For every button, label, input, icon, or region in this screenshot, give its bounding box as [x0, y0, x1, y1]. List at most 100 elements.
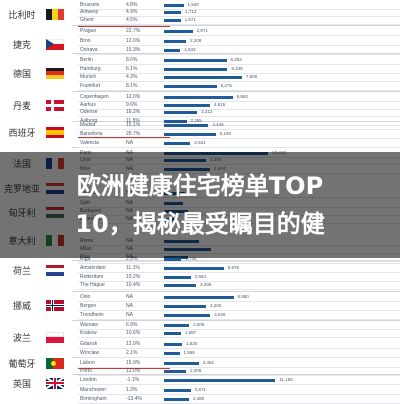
- price-change: 6.9%: [126, 322, 138, 328]
- row-divider: [78, 116, 400, 117]
- city-name: Wroclaw: [80, 350, 100, 356]
- price-value: 11,150: [279, 376, 293, 382]
- price-change: 4.8%: [126, 2, 138, 8]
- row-divider: [78, 54, 400, 55]
- city-name: Berlin: [80, 57, 93, 63]
- price-change: 10.4%: [126, 282, 141, 288]
- city-name: Barcelona: [80, 131, 103, 137]
- price-bar: [164, 304, 207, 308]
- row-divider: [78, 16, 400, 17]
- flag-band: [46, 268, 64, 273]
- row-divider: [78, 129, 400, 130]
- price-bar: [164, 29, 193, 33]
- flag-cross: [51, 99, 54, 111]
- city-name: Trondheim: [80, 312, 104, 318]
- row-divider: [78, 263, 400, 264]
- price-bar: [164, 132, 216, 136]
- price-change: NA: [126, 294, 133, 300]
- city-name: Munich: [80, 74, 97, 80]
- price-change: 1.3%: [126, 387, 138, 393]
- row-divider: [78, 348, 400, 349]
- price-bar: [164, 397, 189, 401]
- price-bar: [164, 295, 234, 299]
- price-value: 2,621: [194, 139, 206, 145]
- price-change: 11.1%: [126, 265, 140, 271]
- group-divider: [72, 320, 400, 321]
- row-divider: [78, 73, 400, 74]
- price-change: -1.1%: [126, 377, 140, 383]
- flag-cross-inner: [46, 304, 64, 306]
- price-value: 2,671: [194, 386, 207, 392]
- city-name: London: [80, 377, 97, 383]
- group-divider: [72, 291, 400, 292]
- city-name: Prague: [80, 28, 97, 34]
- group-divider: [72, 25, 400, 26]
- row-divider: [78, 367, 400, 368]
- flag-emblem: [51, 360, 56, 366]
- row-divider: [78, 301, 400, 302]
- price-bar: [164, 361, 199, 365]
- country-flag: [46, 357, 64, 369]
- row-divider: [78, 329, 400, 330]
- group-divider: [72, 91, 400, 92]
- highlight-rule: [78, 137, 170, 138]
- city-name: Brno: [80, 38, 91, 44]
- price-bar: [164, 266, 224, 270]
- price-value: 2,871: [196, 27, 208, 33]
- price-value: 6,345: [231, 65, 243, 71]
- row-divider: [78, 45, 400, 46]
- price-value: 3,206: [199, 281, 212, 287]
- row-divider: [78, 289, 400, 290]
- country-label: 德国: [12, 70, 31, 80]
- country-label: 波兰: [12, 334, 31, 344]
- city-name: Amsterdam: [80, 265, 106, 271]
- city-name: Hamburg: [80, 66, 101, 72]
- flag-band: [46, 331, 64, 337]
- price-change: 12.0%: [126, 94, 141, 100]
- city-name: Ostrava: [80, 47, 98, 53]
- headline-line-2: 10，揭秘最受瞩目的健: [75, 210, 325, 238]
- city-name: Manchester: [80, 387, 107, 393]
- city-name: Odense: [80, 109, 98, 115]
- price-bar: [164, 10, 182, 14]
- headline-overlay: [0, 152, 400, 258]
- row-divider: [78, 64, 400, 65]
- flag-band: [46, 44, 64, 50]
- flag-band: [53, 357, 64, 369]
- country-flag: [46, 331, 64, 343]
- price-bar: [164, 141, 191, 145]
- row-divider: [78, 109, 400, 110]
- price-value: 1,940: [187, 1, 199, 7]
- price-bar: [164, 58, 227, 62]
- price-change: NA: [126, 140, 133, 146]
- flag-cross-red: [54, 377, 56, 389]
- price-bar: [164, 123, 209, 127]
- country-label: 比利时: [8, 11, 36, 21]
- country-flag: [46, 8, 64, 20]
- city-name: Brussels: [80, 2, 100, 8]
- flag-band: [46, 74, 64, 79]
- price-change: 6.1%: [126, 66, 138, 72]
- price-value: 2,265: [190, 117, 202, 123]
- price-change: -13.4%: [126, 396, 142, 402]
- price-value: 1,713: [185, 8, 197, 14]
- price-value: 1,633: [184, 46, 196, 52]
- group-divider: [72, 121, 400, 122]
- city-name: Warsaw: [80, 322, 98, 328]
- price-value: 6,252: [230, 56, 242, 62]
- flag-band: [46, 129, 64, 135]
- price-value: 1,671: [184, 16, 196, 22]
- city-name: Bergen: [80, 303, 97, 309]
- country-label: 挪威: [12, 302, 31, 312]
- city-name: Copenhagen: [80, 94, 109, 100]
- row-divider: [78, 281, 400, 282]
- price-value: 1,697: [184, 329, 197, 335]
- city-name: Birmingham: [80, 396, 107, 402]
- row-divider: [78, 35, 400, 36]
- row-divider: [78, 101, 400, 102]
- price-change: 8.6%: [126, 57, 138, 63]
- price-value: 4,445: [212, 121, 224, 127]
- price-change: 4.9%: [126, 9, 138, 15]
- row-divider: [78, 90, 400, 91]
- price-value: 2,480: [192, 395, 205, 401]
